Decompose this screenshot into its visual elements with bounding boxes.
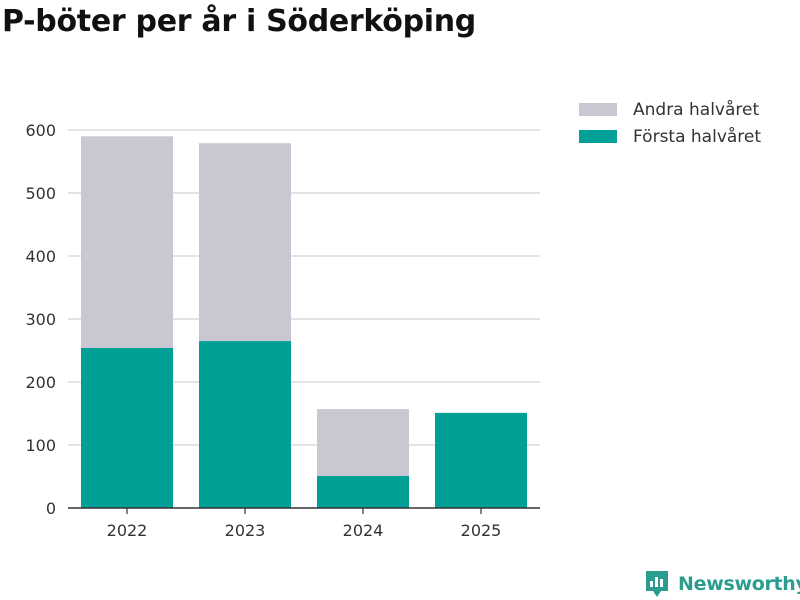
y-tick-label: 400 <box>25 247 56 266</box>
y-tick-label: 300 <box>25 310 56 329</box>
legend-item-second-half[interactable]: Andra halvåret <box>579 96 761 123</box>
legend-item-first-half[interactable]: Första halvåret <box>579 123 761 150</box>
bar-2022-first-half[interactable] <box>80 347 174 508</box>
bar-2025-first-half[interactable] <box>434 412 528 508</box>
bars <box>80 136 528 508</box>
bar-2024-first-half[interactable] <box>316 475 410 508</box>
axes: 0 100 200 300 400 500 600 2022 2023 2024 2025 <box>25 121 540 540</box>
bar-2023-first-half[interactable] <box>198 341 292 508</box>
bar-2023-second-half[interactable] <box>198 143 292 342</box>
x-tick-label: 2023 <box>225 521 266 540</box>
y-tick-label: 500 <box>25 184 56 203</box>
x-tick-label: 2024 <box>343 521 384 540</box>
legend-label: Första halvåret <box>633 126 762 147</box>
legend: Andra halvåret Första halvåret <box>579 96 761 150</box>
x-tick-label: 2025 <box>461 521 502 540</box>
x-tick-label: 2022 <box>107 521 148 540</box>
y-tick-label: 600 <box>25 121 56 140</box>
y-tick-label: 100 <box>25 436 56 455</box>
legend-swatch <box>579 130 617 143</box>
brand-logo: Newsworthy <box>644 569 800 599</box>
y-tick-label: 0 <box>46 499 56 518</box>
brand-name: Newsworthy <box>678 573 800 595</box>
legend-swatch <box>579 103 617 116</box>
y-tick-label: 200 <box>25 373 56 392</box>
bar-2022-second-half[interactable] <box>80 136 174 348</box>
bar-2024-second-half[interactable] <box>316 409 410 476</box>
newsworthy-icon <box>646 571 668 597</box>
chart-title: P-böter per år i Söderköping <box>2 4 476 39</box>
legend-label: Andra halvåret <box>633 99 760 120</box>
